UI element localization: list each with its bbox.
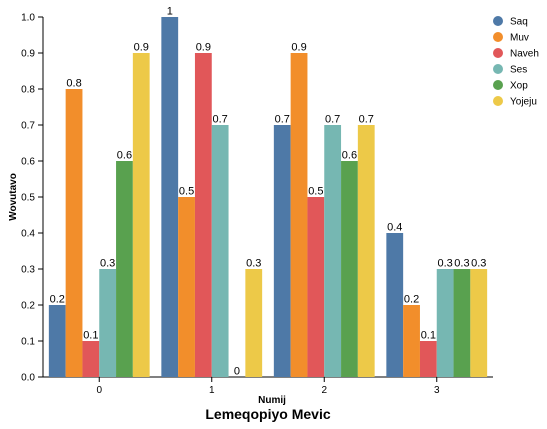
- data-label: 0.9: [291, 42, 306, 54]
- bar: [273, 125, 291, 377]
- legend: Saq Muv Naveh Ses Xop Yojeju: [493, 16, 539, 108]
- bar: [65, 89, 83, 377]
- legend-swatch: [493, 64, 503, 74]
- x-tick-label: 3: [434, 385, 440, 396]
- data-label: 0.7: [275, 114, 290, 126]
- bar: [386, 233, 404, 377]
- bar: [116, 161, 133, 377]
- y-tick-label: 0.0: [21, 373, 35, 384]
- legend-label: Naveh: [510, 49, 539, 60]
- y-tick-label: 0.7: [21, 121, 35, 132]
- legend-label: Saq: [510, 17, 528, 28]
- y-axis: 0.0 0.1 0.2 0.3 0.4 0.5 0.6 0.7 0.8 0.9 1.0: [21, 13, 44, 384]
- bar: [307, 197, 325, 377]
- data-label: 0.3: [471, 258, 486, 270]
- bar: [290, 53, 308, 377]
- x-tick-label: 1: [209, 385, 215, 396]
- y-tick-label: 0.8: [21, 85, 35, 96]
- legend-label: Yojeju: [510, 97, 537, 108]
- data-label: 0.9: [134, 42, 149, 54]
- bar: [419, 341, 437, 377]
- data-label: 0.1: [421, 330, 436, 342]
- y-tick-label: 0.3: [21, 265, 35, 276]
- bar: [453, 269, 471, 377]
- data-label: 0.3: [246, 258, 261, 270]
- data-label: 0.3: [100, 258, 115, 270]
- bars: [48, 17, 488, 377]
- bar: [99, 269, 117, 377]
- bar: [211, 125, 229, 377]
- data-label: 0.6: [342, 150, 357, 162]
- data-label: 0.5: [179, 186, 194, 198]
- bar: [82, 341, 100, 377]
- legend-swatch: [493, 80, 503, 90]
- data-label: 0.1: [83, 330, 98, 342]
- data-label: 1: [167, 6, 173, 18]
- data-labels: 0.2 1 0.7 0.4 0.8 0.5 0.9 0.2 0.1 0.9 0.5 0.1 0.3 0.7…: [50, 6, 487, 378]
- bar: [161, 17, 179, 377]
- data-label: 0.3: [454, 258, 469, 270]
- legend-swatch: [493, 96, 503, 106]
- legend-label: Muv: [510, 33, 529, 44]
- bar: [245, 269, 263, 377]
- y-tick-label: 1.0: [21, 13, 35, 24]
- legend-label: Xop: [510, 81, 528, 92]
- data-label: 0.8: [66, 78, 81, 90]
- data-label: 0.3: [438, 258, 453, 270]
- bar: [470, 269, 488, 377]
- data-label: 0.6: [117, 150, 132, 162]
- bar: [324, 125, 342, 377]
- y-tick-label: 0.6: [21, 157, 35, 168]
- chart-title: Lemeqopiyo Mevic: [205, 406, 330, 422]
- data-label: 0: [234, 366, 240, 378]
- bar: [132, 53, 150, 377]
- data-label: 0.9: [196, 42, 211, 54]
- y-tick-label: 0.1: [21, 337, 35, 348]
- y-axis-title: Wovutavo: [8, 173, 19, 221]
- y-tick-label: 0.2: [21, 301, 35, 312]
- data-label: 0.7: [325, 114, 340, 126]
- bar: [48, 305, 66, 377]
- y-tick-label: 0.4: [21, 229, 35, 240]
- legend-label: Ses: [510, 65, 527, 76]
- bar: [341, 161, 358, 377]
- data-label: 0.2: [50, 294, 65, 306]
- data-label: 0.7: [359, 114, 374, 126]
- data-label: 0.4: [387, 222, 402, 234]
- bar: [403, 305, 420, 377]
- x-tick-label: 0: [96, 385, 102, 396]
- legend-swatch: [493, 16, 503, 26]
- x-axis: 0 1 2 3: [43, 376, 493, 396]
- data-label: 0.5: [308, 186, 323, 198]
- bar: [194, 53, 212, 377]
- legend-swatch: [493, 48, 503, 58]
- y-tick-label: 0.5: [21, 193, 35, 204]
- legend-swatch: [493, 32, 503, 42]
- bar: [436, 269, 454, 377]
- data-label: 0.7: [213, 114, 228, 126]
- bar: [357, 125, 375, 377]
- bar: [178, 197, 195, 377]
- data-label: 0.2: [404, 294, 419, 306]
- x-axis-title: Numij: [258, 395, 286, 406]
- x-tick-label: 2: [321, 385, 327, 396]
- y-tick-label: 0.9: [21, 49, 35, 60]
